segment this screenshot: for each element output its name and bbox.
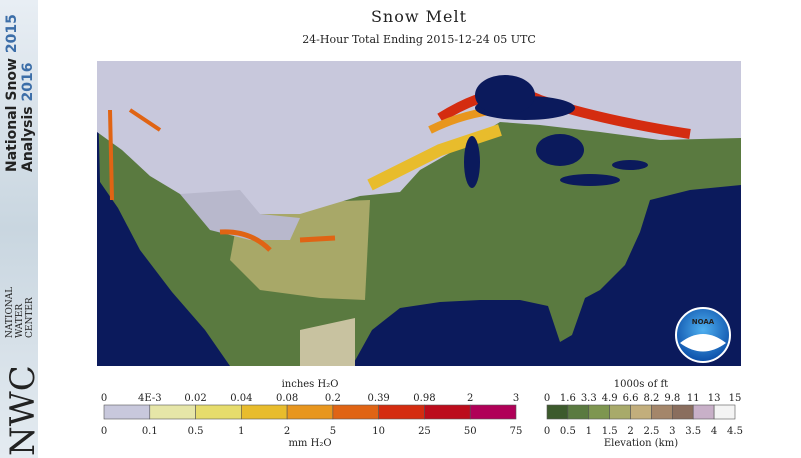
sidebar-org: WATER [15, 304, 25, 338]
sidebar-line2-text: Analysis [20, 106, 36, 172]
legend-swatch [241, 404, 288, 420]
legend-top-label: 9.8 [664, 393, 680, 404]
lake [612, 160, 648, 170]
legend-swatch [332, 404, 379, 420]
title: Snow Melt [371, 7, 467, 26]
mexico [300, 318, 355, 366]
noaa-gull [680, 334, 726, 352]
legend-top-unit: inches H₂O [282, 379, 339, 390]
legend-top-unit: 1000s of ft [614, 379, 668, 390]
melt-band [219, 229, 336, 252]
legend-bottom-label: 2 [284, 426, 290, 437]
melt-band [108, 108, 162, 201]
legend-bottom-label: 10 [372, 426, 385, 437]
sidebar-line1: National Snow 2015 [4, 14, 20, 172]
legend-bottom-label: 25 [418, 426, 431, 437]
legend-swatch [103, 404, 151, 420]
lake [475, 75, 535, 115]
legend-top-label: 6.6 [623, 393, 639, 404]
lakes [464, 75, 648, 188]
legend-bottom-label: 0.1 [142, 426, 158, 437]
legend-swatch [195, 404, 242, 420]
legend-swatch [286, 404, 334, 420]
sidebar-line1-text: National Snow [4, 58, 20, 172]
legend-swatch [609, 404, 631, 420]
legend-bottom-label: 0 [544, 426, 550, 437]
sidebar-line2: Analysis 2016 [20, 63, 36, 172]
noaa-text: NOAA [692, 318, 715, 326]
legends: inches H₂O mm H₂O 0 4E-3 0.02 0.04 0.08 0.2 0.39… [101, 379, 743, 449]
legend-top-label: 3 [513, 393, 519, 404]
sidebar-org: CENTER [25, 297, 35, 338]
legend-swatch [567, 404, 590, 420]
map: NOAA [97, 61, 741, 366]
legend-top-label: 8.2 [643, 393, 659, 404]
melt-band [367, 124, 502, 191]
legend-swatch [692, 404, 715, 420]
legend-top-label: 11 [687, 393, 700, 404]
sidebar-year2: 2016 [20, 63, 36, 102]
legend-top-label: 0 [101, 393, 107, 404]
legend-swatch [424, 404, 471, 420]
legend-swatch [672, 404, 694, 420]
legend-bottom-label: 75 [510, 426, 523, 437]
legend-bottom-unit: mm H₂O [288, 438, 331, 449]
legend-bottom-label: 3 [669, 426, 675, 437]
snow-cover [97, 61, 741, 214]
legend-swatch [588, 404, 610, 420]
legend-bottom-label: 1 [238, 426, 244, 437]
legend-top-label: 15 [729, 393, 742, 404]
legend-bottom-label: 1 [586, 426, 592, 437]
legend-top-label: 3.3 [581, 393, 597, 404]
legend-top-label: 0.04 [230, 393, 252, 404]
legend-top-label: 4.9 [602, 393, 618, 404]
legend-swatch [651, 404, 673, 420]
sidebar-logo: NWC [3, 365, 43, 456]
legend-bottom-label: 5 [330, 426, 336, 437]
legend-top-label: 0.2 [325, 393, 341, 404]
lake [560, 174, 620, 186]
legend-swatch [378, 404, 425, 420]
legend-bottom-label: 4.5 [727, 426, 743, 437]
legend-top-label: 0.98 [413, 393, 435, 404]
lake [464, 136, 480, 188]
legend-swatch [713, 404, 736, 420]
legend-swatch [546, 404, 569, 420]
legend-top-label: 2 [467, 393, 473, 404]
legend-swatch [630, 404, 652, 420]
legend-bottom-label: 2 [627, 426, 633, 437]
legend-top-label: 0.08 [276, 393, 298, 404]
legend-bottom-label: 0.5 [188, 426, 204, 437]
legend-top-label: 4E-3 [138, 393, 162, 404]
legend-bottom-unit: Elevation (km) [604, 438, 678, 449]
subtitle: 24-Hour Total Ending 2015-12-24 05 UTC [302, 33, 536, 46]
legend-top-label: 0.02 [184, 393, 206, 404]
lake [536, 134, 584, 166]
legend-bottom-label: 0 [101, 426, 107, 437]
legend-top-label: 1.6 [560, 393, 576, 404]
sidebar-org: NATIONAL [5, 287, 15, 338]
legend-swatch [469, 404, 517, 420]
legend-top-label: 0 [544, 393, 550, 404]
sidebar [0, 0, 38, 458]
legend-bottom-label: 2.5 [643, 426, 659, 437]
snow-west [180, 190, 300, 240]
sidebar-text: National Snow 2015 Analysis 2016 NWC NAT… [3, 14, 43, 456]
legend-swatch [149, 404, 196, 420]
sidebar-year1: 2015 [4, 14, 20, 53]
legend-bottom-label: 4 [711, 426, 717, 437]
legend-bottom-label: 1.5 [602, 426, 618, 437]
legend-top-label: 13 [708, 393, 721, 404]
legend-bottom-label: 3.5 [685, 426, 701, 437]
legend-bottom-label: 50 [464, 426, 477, 437]
legend-top-label: 0.39 [368, 393, 390, 404]
legend-bottom-label: 0.5 [560, 426, 576, 437]
